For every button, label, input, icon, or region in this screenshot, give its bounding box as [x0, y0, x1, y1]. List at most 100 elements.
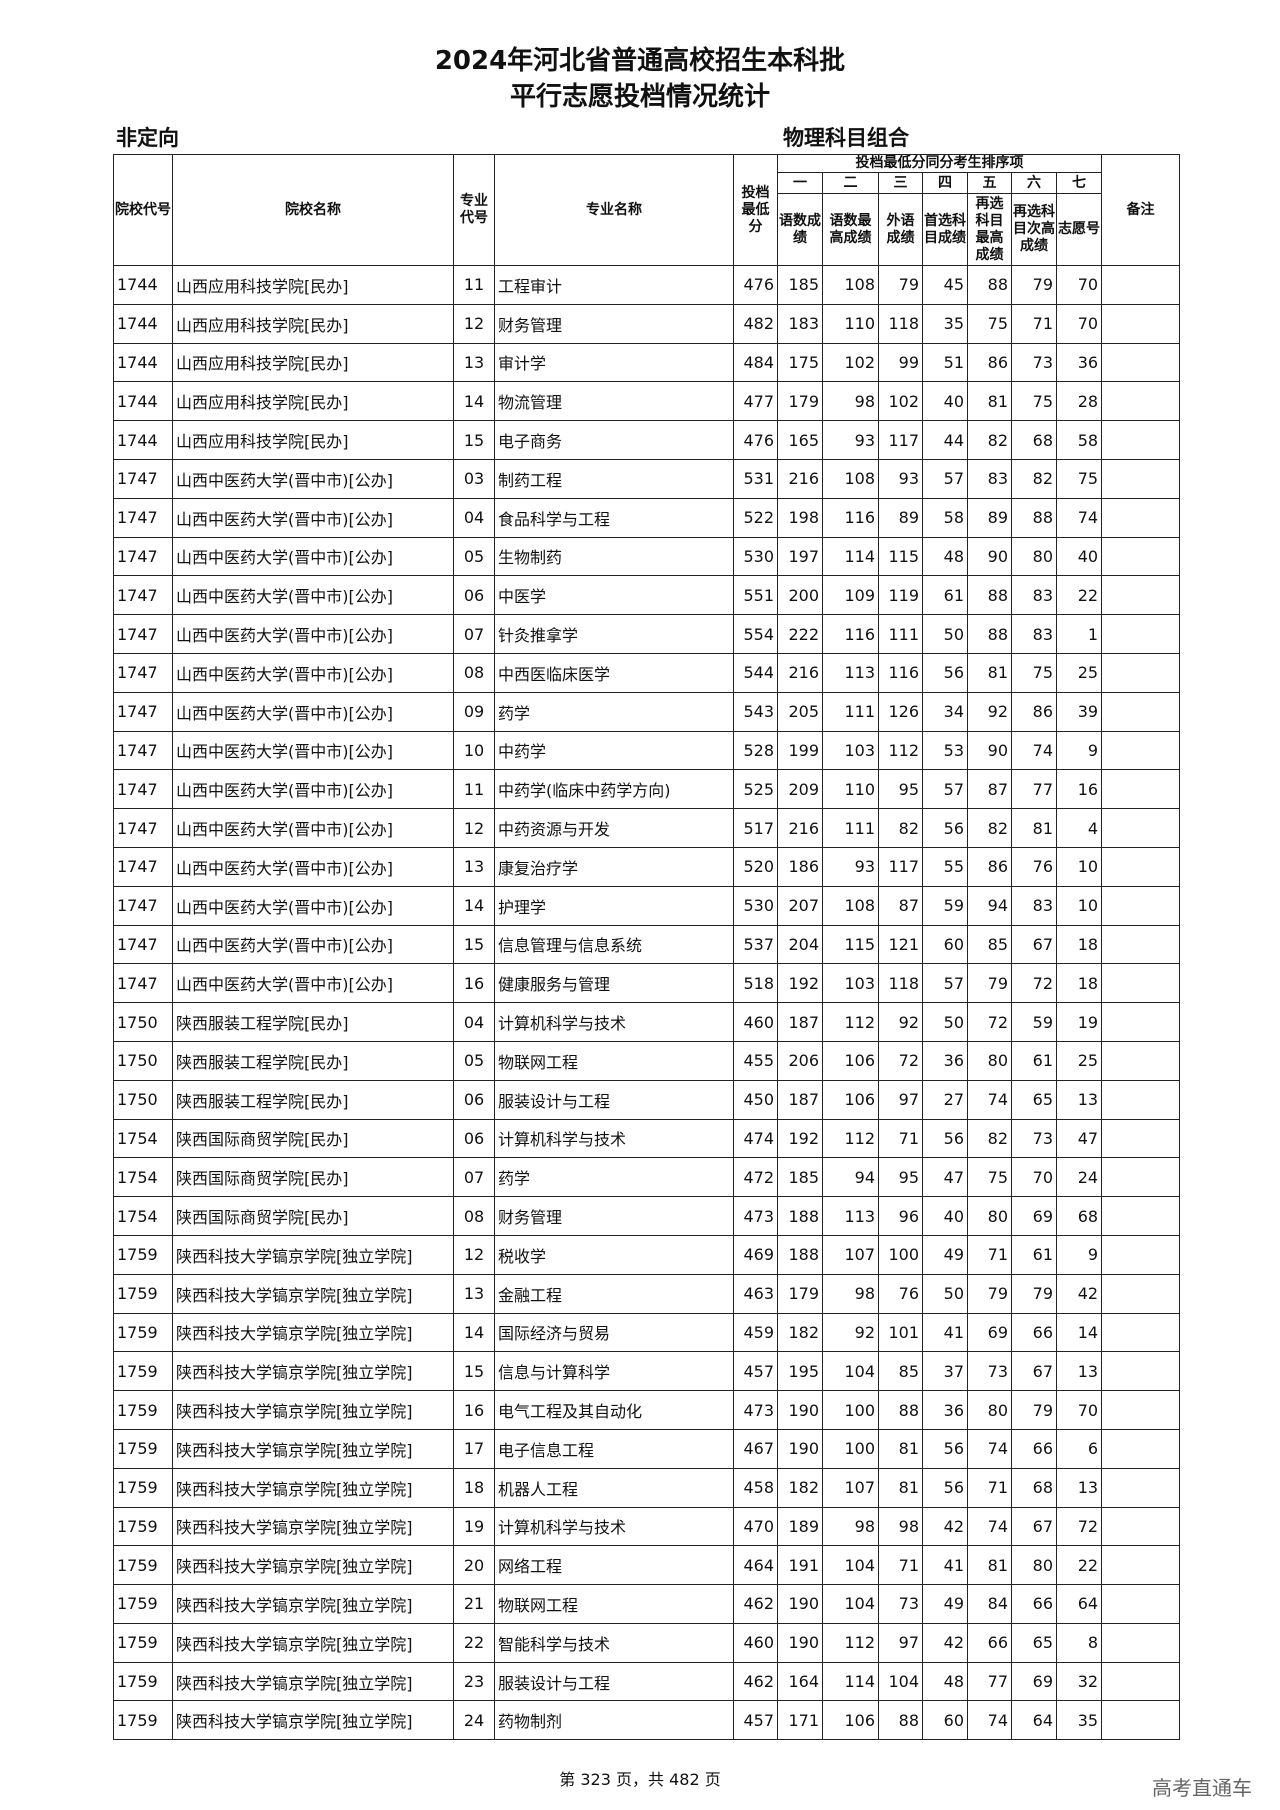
- cell-min-score: 455: [733, 1040, 778, 1081]
- cell-second-subject-second: 69: [1011, 1196, 1057, 1236]
- cell-preference-number: 25: [1055, 1040, 1103, 1081]
- cell-foreign-language-score: 73: [878, 1584, 923, 1624]
- cell-first-subject-score: 56: [922, 1428, 968, 1469]
- cell-second-subject-second: 68: [1011, 420, 1057, 460]
- cell-second-subject-second: 73: [1011, 1118, 1057, 1159]
- cell-school-code: 1747: [113, 924, 173, 965]
- cell-major-name: 针灸推拿学: [494, 614, 734, 654]
- cell-chinese-math-score: 187: [777, 1002, 823, 1042]
- table-row: 1759 陕西科技大学镐京学院[独立学院] 22 智能科学与技术 460 190 112 97…: [113, 1622, 1181, 1663]
- cell-chinese-math-max: 114: [822, 536, 879, 577]
- cell-chinese-math-max: 103: [822, 963, 879, 1004]
- cell-min-score: 460: [733, 1002, 778, 1042]
- cell-second-subject-max: 66: [967, 1622, 1012, 1663]
- cell-major-name: 电子信息工程: [494, 1428, 734, 1469]
- table-row: 1747 山西中医药大学(晋中市)[公办] 06 中医学 551 200 109 119 61 8…: [113, 575, 1181, 616]
- header-tiebreak-number: 四: [922, 172, 968, 194]
- cell-second-subject-max: 94: [967, 885, 1012, 926]
- cell-school-code: 1759: [113, 1584, 173, 1624]
- cell-major-name: 智能科学与技术: [494, 1622, 734, 1663]
- cell-second-subject-max: 88: [967, 265, 1012, 305]
- cell-second-subject-second: 82: [1011, 458, 1057, 499]
- cell-major-name: 药学: [494, 691, 734, 732]
- cell-preference-number: 22: [1055, 575, 1103, 616]
- cell-second-subject-max: 81: [967, 381, 1012, 422]
- cell-school-code: 1747: [113, 497, 173, 538]
- cell-remarks: [1101, 691, 1181, 732]
- cell-major-code: 06: [453, 1079, 495, 1120]
- cell-min-score: 482: [733, 303, 778, 344]
- cell-preference-number: 47: [1055, 1118, 1103, 1159]
- cell-min-score: 463: [733, 1273, 778, 1314]
- cell-min-score: 477: [733, 381, 778, 422]
- cell-remarks: [1101, 1390, 1181, 1430]
- cell-major-name: 服装设计与工程: [494, 1661, 734, 1702]
- cell-preference-number: 9: [1055, 1234, 1103, 1275]
- cell-first-subject-score: 37: [922, 1351, 968, 1392]
- cell-remarks: [1101, 1157, 1181, 1198]
- cell-school-code: 1744: [113, 303, 173, 344]
- cell-second-subject-max: 75: [967, 303, 1012, 344]
- cell-school-name: 陕西服装工程学院[民办]: [172, 1040, 454, 1081]
- cell-second-subject-second: 79: [1011, 265, 1057, 305]
- cell-first-subject-score: 40: [922, 381, 968, 422]
- cell-chinese-math-score: 216: [777, 652, 823, 693]
- header-tiebreak-number: 三: [878, 172, 923, 194]
- cell-school-code: 1754: [113, 1118, 173, 1159]
- cell-min-score: 544: [733, 652, 778, 693]
- cell-foreign-language-score: 81: [878, 1428, 923, 1469]
- cell-school-name: 山西中医药大学(晋中市)[公办]: [172, 691, 454, 732]
- cell-school-name: 山西中医药大学(晋中市)[公办]: [172, 497, 454, 538]
- cell-min-score: 520: [733, 846, 778, 887]
- cell-chinese-math-max: 93: [822, 420, 879, 460]
- cell-major-name: 物流管理: [494, 381, 734, 422]
- cell-preference-number: 58: [1055, 420, 1103, 460]
- cell-second-subject-second: 88: [1011, 497, 1057, 538]
- cell-chinese-math-max: 106: [822, 1700, 879, 1741]
- cell-min-score: 543: [733, 691, 778, 732]
- cell-second-subject-max: 90: [967, 536, 1012, 577]
- cell-foreign-language-score: 101: [878, 1312, 923, 1353]
- cell-min-score: 470: [733, 1506, 778, 1547]
- cell-remarks: [1101, 1079, 1181, 1120]
- cell-preference-number: 42: [1055, 1273, 1103, 1314]
- cell-major-name: 中药资源与开发: [494, 808, 734, 848]
- header-remarks: 备注: [1101, 154, 1181, 266]
- cell-school-code: 1744: [113, 265, 173, 305]
- cell-major-code: 17: [453, 1428, 495, 1469]
- cell-foreign-language-score: 97: [878, 1079, 923, 1120]
- table-row: 1759 陕西科技大学镐京学院[独立学院] 17 电子信息工程 467 190 100 81 5…: [113, 1428, 1181, 1469]
- cell-chinese-math-max: 102: [822, 342, 879, 383]
- cell-min-score: 528: [733, 730, 778, 771]
- cell-school-code: 1759: [113, 1428, 173, 1469]
- cell-school-name: 山西中医药大学(晋中市)[公办]: [172, 924, 454, 965]
- cell-chinese-math-max: 106: [822, 1040, 879, 1081]
- cell-school-code: 1747: [113, 575, 173, 616]
- cell-chinese-math-score: 183: [777, 303, 823, 344]
- cell-preference-number: 36: [1055, 342, 1103, 383]
- cell-foreign-language-score: 117: [878, 420, 923, 460]
- cell-min-score: 518: [733, 963, 778, 1004]
- cell-min-score: 525: [733, 769, 778, 810]
- cell-first-subject-score: 35: [922, 303, 968, 344]
- cell-first-subject-score: 27: [922, 1079, 968, 1120]
- cell-school-name: 陕西科技大学镐京学院[独立学院]: [172, 1506, 454, 1547]
- cell-chinese-math-score: 209: [777, 769, 823, 810]
- cell-second-subject-second: 61: [1011, 1234, 1057, 1275]
- cell-major-code: 08: [453, 652, 495, 693]
- header-tiebreak-label: 语数最高成绩: [822, 193, 879, 266]
- cell-second-subject-second: 86: [1011, 691, 1057, 732]
- cell-major-code: 10: [453, 730, 495, 771]
- cell-preference-number: 70: [1055, 265, 1103, 305]
- cell-chinese-math-max: 104: [822, 1584, 879, 1624]
- cell-major-code: 24: [453, 1700, 495, 1741]
- cell-second-subject-second: 79: [1011, 1390, 1057, 1430]
- cell-min-score: 462: [733, 1584, 778, 1624]
- cell-major-name: 物联网工程: [494, 1040, 734, 1081]
- cell-foreign-language-score: 79: [878, 265, 923, 305]
- cell-school-name: 陕西科技大学镐京学院[独立学院]: [172, 1661, 454, 1702]
- cell-school-name: 山西应用科技学院[民办]: [172, 265, 454, 305]
- cell-chinese-math-max: 110: [822, 769, 879, 810]
- cell-chinese-math-max: 116: [822, 497, 879, 538]
- cell-major-code: 08: [453, 1196, 495, 1236]
